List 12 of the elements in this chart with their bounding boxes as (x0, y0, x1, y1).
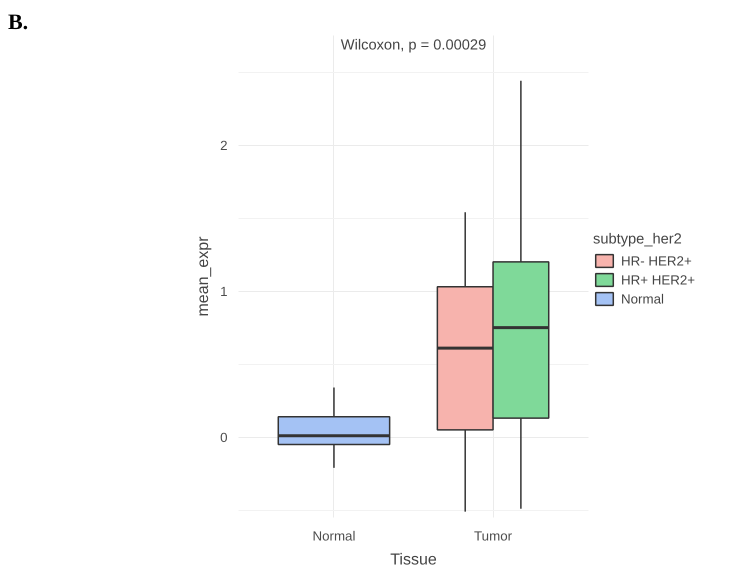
x-tick-label: Tumor (474, 528, 513, 544)
chart-title: Wilcoxon, p = 0.00029 (340, 38, 486, 54)
legend-label: HR+ HER2+ (621, 272, 696, 287)
y-tick-label: 0 (220, 430, 228, 446)
y-tick-label: 1 (220, 284, 228, 300)
legend-label: HR- HER2+ (621, 253, 692, 268)
x-axis-title: Tissue (390, 552, 437, 568)
legend-title: subtype_her2 (593, 232, 683, 248)
y-axis-title: mean_expr (195, 236, 212, 317)
text: B. (8, 8, 28, 36)
y-tick-label: 2 (220, 138, 228, 154)
legend-label: Normal (621, 291, 664, 306)
